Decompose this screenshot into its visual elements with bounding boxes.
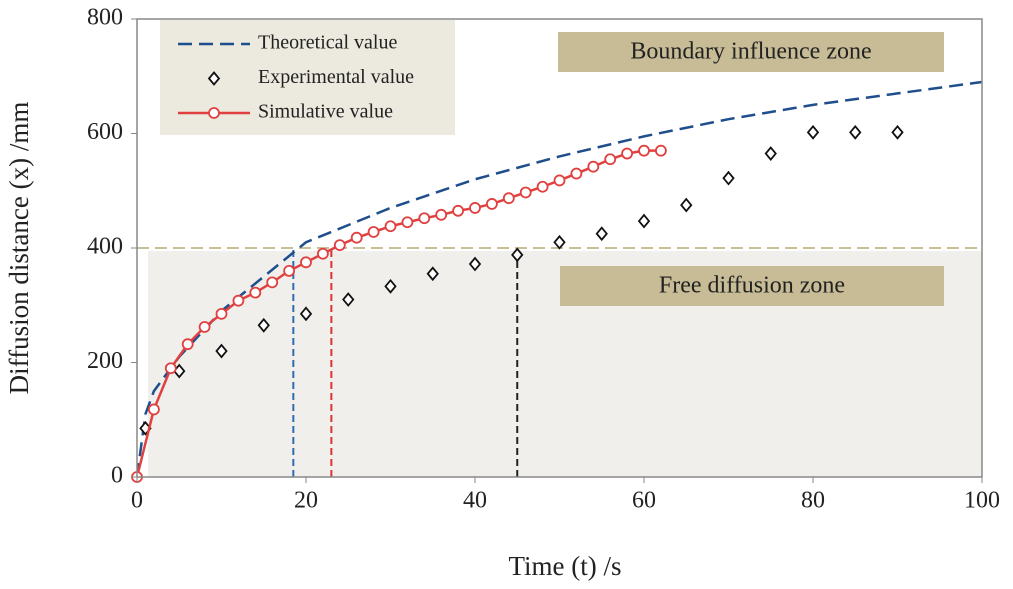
data-point (849, 124, 862, 140)
data-point (468, 256, 482, 272)
data-point (764, 146, 777, 161)
data-point (266, 276, 279, 289)
y-tick-label: 600 (87, 119, 123, 145)
series-line (135, 80, 983, 478)
data-point (638, 144, 650, 157)
data-point (435, 208, 448, 221)
data-point (401, 216, 414, 229)
data-point (249, 286, 262, 299)
data-point (299, 306, 313, 322)
data-point (502, 192, 515, 205)
data-point (283, 264, 296, 277)
x-tick-label: 20 (294, 488, 318, 514)
data-point (891, 124, 904, 140)
legend: Theoretical value Experimental value Simul… (178, 32, 414, 123)
legend-label: Experimental value (258, 66, 414, 88)
data-point (621, 147, 633, 160)
data-point (722, 170, 735, 186)
legend-label: Simulative value (258, 101, 393, 123)
data-point (485, 198, 498, 210)
x-tick-label: 80 (801, 488, 825, 514)
annotation: Free diffusion zone (659, 273, 845, 299)
annotation: Boundary influence zone (630, 39, 871, 65)
data-point (350, 231, 363, 244)
free-zone-box (560, 266, 944, 306)
data-point (147, 403, 160, 416)
data-point (198, 321, 211, 333)
data-point (469, 202, 481, 214)
y-axis-label: Diffusion distance (x) /mm (4, 102, 34, 395)
data-point (333, 239, 346, 252)
data-point (595, 226, 608, 242)
data-point (587, 160, 600, 173)
boundary-zone-box (558, 32, 944, 72)
legend-swatch (208, 107, 220, 119)
data-point (570, 167, 583, 180)
plot (131, 80, 983, 483)
data-point (384, 278, 397, 294)
data-point (519, 186, 532, 199)
data-point (181, 338, 194, 351)
data-point (680, 197, 693, 213)
data-point (232, 294, 245, 307)
data-point (418, 212, 431, 225)
data-point (511, 247, 524, 263)
data-point (553, 174, 566, 187)
x-tick-label: 40 (463, 488, 487, 514)
data-point (655, 144, 667, 157)
y-tick-label: 800 (87, 5, 123, 31)
x-tick-label: 0 (131, 488, 143, 514)
data-point (604, 153, 617, 166)
data-point (257, 317, 270, 333)
data-point (300, 256, 312, 269)
legend-swatch (207, 71, 221, 86)
y-tick-label: 200 (87, 348, 123, 374)
data-point (536, 180, 549, 193)
x-tick-label: 60 (632, 488, 656, 514)
data-point (426, 266, 439, 282)
data-point (806, 124, 820, 140)
data-point (164, 362, 177, 375)
data-point (367, 226, 380, 238)
y-tick-label: 0 (111, 463, 123, 489)
y-tick-label: 400 (87, 234, 123, 260)
data-point (215, 343, 228, 359)
data-point (637, 213, 651, 229)
data-point (215, 307, 228, 320)
legend-label: Theoretical value (258, 32, 397, 54)
data-point (384, 220, 397, 233)
x-tick-label: 100 (964, 488, 1000, 514)
x-axis-label: Time (t) /s (508, 551, 621, 581)
data-point (342, 292, 355, 307)
data-point (553, 234, 566, 250)
data-point (316, 247, 329, 260)
data-point (452, 204, 465, 217)
